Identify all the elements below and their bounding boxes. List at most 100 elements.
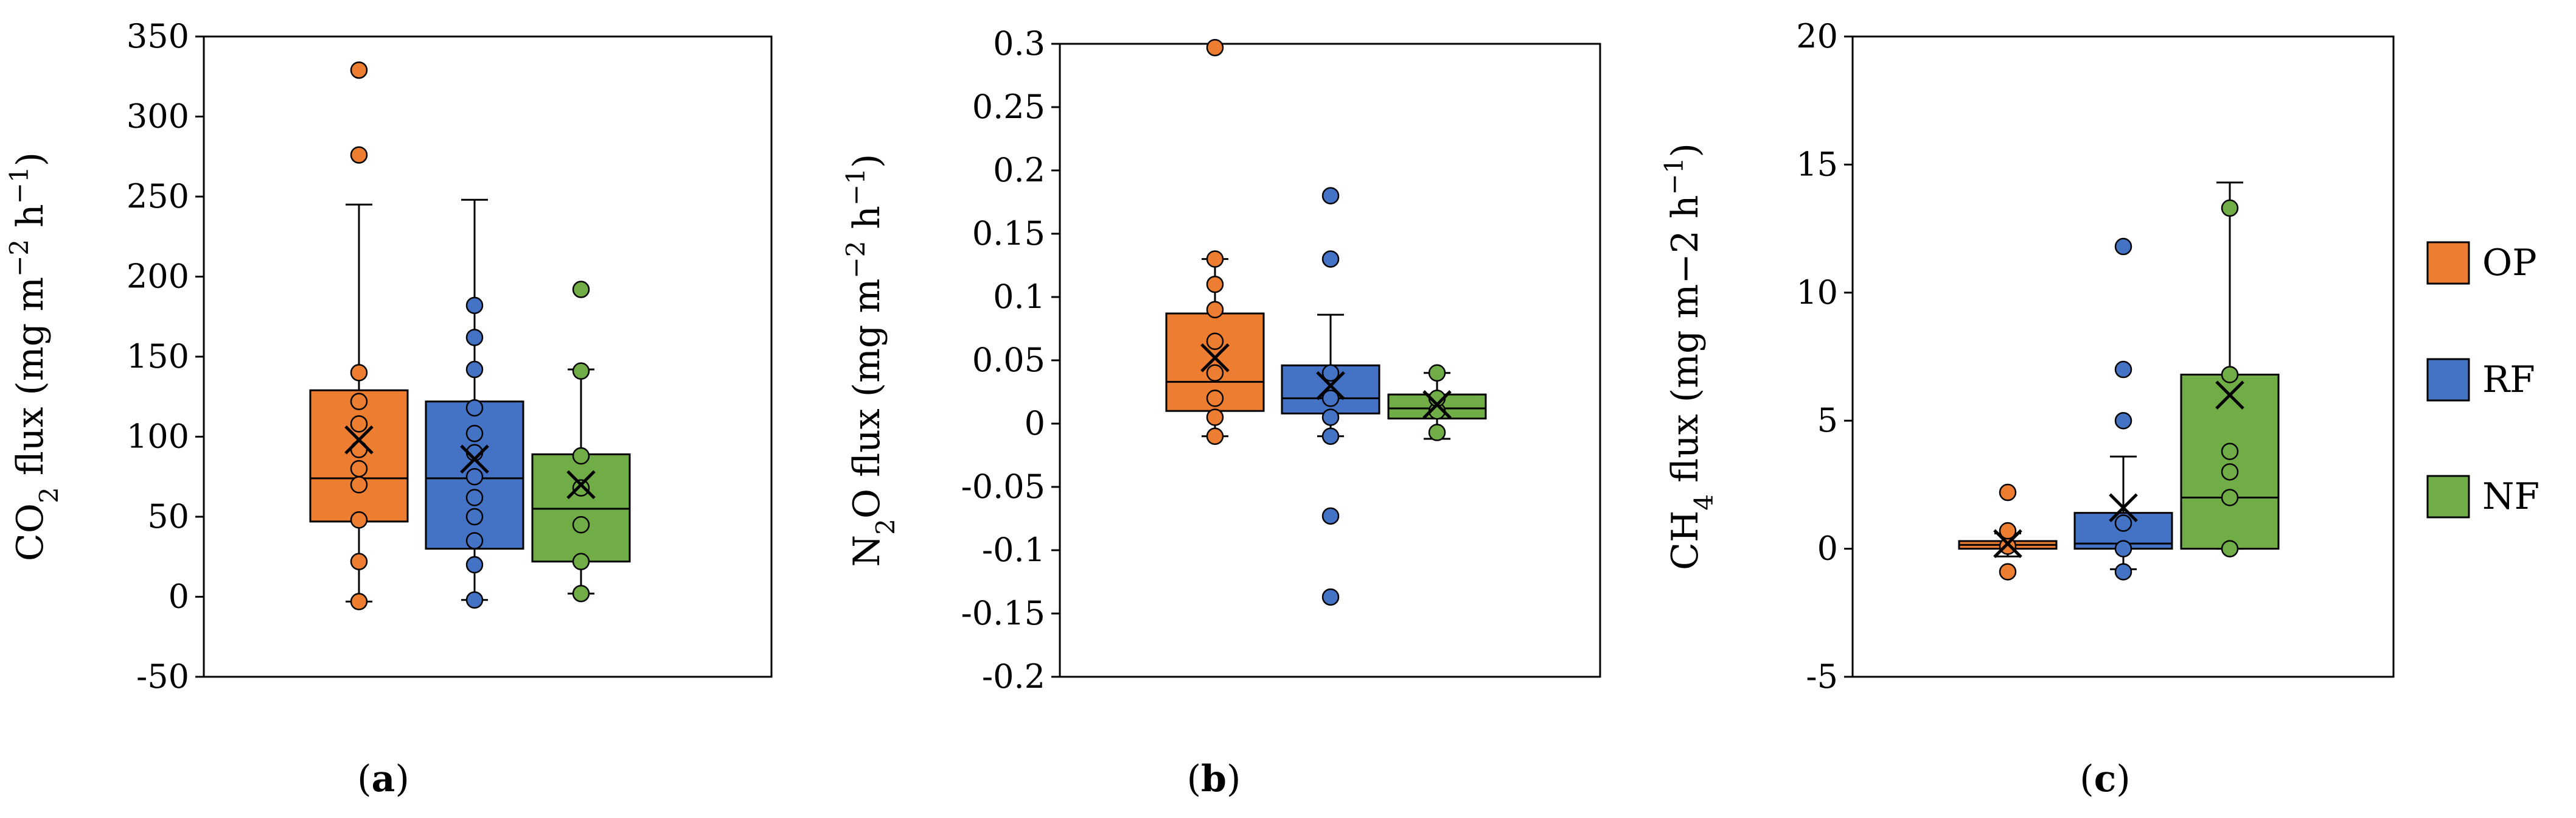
data-point <box>1999 483 2017 502</box>
data-point <box>1206 332 1224 351</box>
mean-marker <box>1200 343 1230 372</box>
data-point <box>465 556 484 574</box>
panel-label-paren: ( <box>357 758 371 800</box>
panel-label-letter: b <box>1201 758 1227 800</box>
data-point <box>2221 199 2239 217</box>
data-point <box>2221 463 2239 481</box>
y-tick-label: -0.05 <box>961 467 1045 506</box>
data-point <box>572 553 590 570</box>
legend-item-rf: RF <box>2426 358 2535 402</box>
axis-label-sup: −1 <box>1659 158 1689 195</box>
data-point <box>572 362 590 380</box>
mean-marker <box>2109 493 2138 523</box>
y-tick-label: 0 <box>169 578 189 616</box>
data-point <box>1999 563 2017 581</box>
box-op <box>1958 483 2058 581</box>
data-point <box>350 460 368 478</box>
data-point <box>465 468 484 486</box>
data-point <box>1321 588 1340 606</box>
data-point <box>1321 187 1340 204</box>
panel-label: (a) <box>357 758 409 800</box>
data-point <box>1999 537 2017 555</box>
y-tick-label: 300 <box>127 97 189 136</box>
y-tick-label: 10 <box>1796 273 1838 312</box>
mean-marker <box>2215 380 2244 410</box>
legend-swatch <box>2426 475 2470 519</box>
box-nf <box>2180 181 2280 558</box>
data-point <box>1428 364 1446 382</box>
plot-frame <box>203 35 773 678</box>
y-tick-label: 0.3 <box>993 24 1045 63</box>
legend-label: RF <box>2482 358 2535 401</box>
data-point <box>1206 390 1224 407</box>
data-point <box>2221 442 2239 460</box>
y-tick-label: -0.2 <box>982 657 1045 696</box>
panel-label-paren: ( <box>2080 758 2094 800</box>
box-op <box>1165 38 1265 446</box>
data-point <box>1206 427 1224 446</box>
y-tick-label: -5 <box>1806 657 1838 696</box>
y-tick-label: 50 <box>147 497 189 536</box>
mean-marker <box>1993 529 2022 558</box>
data-point <box>465 489 484 506</box>
data-point <box>1206 408 1224 426</box>
data-point <box>350 146 368 164</box>
mean-marker <box>460 444 489 474</box>
axis-label-part: h <box>846 206 888 241</box>
y-tick-label: 20 <box>1796 17 1838 55</box>
data-point <box>350 593 368 610</box>
axis-label-part: CO <box>9 503 52 561</box>
y-tick-label: 250 <box>127 177 189 215</box>
data-point <box>1206 275 1224 293</box>
legend-swatch <box>2426 241 2470 285</box>
data-point <box>350 415 368 433</box>
data-point <box>1206 38 1224 57</box>
y-tick-label: 0 <box>1025 404 1045 442</box>
data-point <box>465 329 484 346</box>
panel-b: -0.2 -0.15 -0.1 -0.05 0 0.05 0.1 0.15 0.2 0.25 0.3… <box>841 24 1601 800</box>
data-point <box>2114 540 2132 558</box>
data-point <box>465 591 484 609</box>
data-point <box>572 479 590 497</box>
data-point <box>2114 360 2132 379</box>
data-point <box>1206 301 1224 319</box>
data-point <box>1321 507 1340 525</box>
axis-label-part: O flux (mg m <box>846 279 888 519</box>
data-point <box>350 553 368 570</box>
data-point <box>350 61 368 79</box>
panel-a: -50 0 50 100 150 200 250 300 350 CO2 flux (mg m−2… <box>4 17 773 800</box>
y-tick-label: 350 <box>127 17 189 55</box>
data-point <box>1321 390 1340 407</box>
panel-label-letter: a <box>372 758 395 800</box>
data-point <box>465 399 484 417</box>
panel-label-paren: ) <box>1227 758 1241 800</box>
data-point <box>572 281 590 298</box>
axis-label-sup: −1 <box>4 166 34 204</box>
legend-label: NF <box>2482 475 2539 518</box>
box-rf <box>1281 187 1380 606</box>
y-tick-label: 0.2 <box>993 151 1045 189</box>
data-point <box>465 296 484 315</box>
data-point <box>350 476 368 494</box>
axis-label-sub: 4 <box>1689 494 1719 511</box>
axis-label-sup: −1 <box>841 168 871 206</box>
y-tick-label: 5 <box>1817 401 1838 439</box>
box-iqr <box>2180 373 2280 550</box>
y-tick-label: -0.15 <box>961 594 1045 632</box>
y-tick-label: -50 <box>136 657 189 696</box>
panel-label-paren: ( <box>1187 758 1201 800</box>
data-point <box>2114 563 2132 581</box>
axis-label-sub: 2 <box>871 519 900 535</box>
panel-label: (b) <box>1187 758 1241 800</box>
axis-label-part: CH <box>1664 511 1707 570</box>
y-tick-label: 0.1 <box>993 278 1045 316</box>
box-op <box>309 61 409 610</box>
axis-label-part: flux (mg m <box>9 277 52 487</box>
legend-label: OP <box>2482 242 2537 284</box>
mean-marker <box>566 470 596 500</box>
y-tick-label: 0 <box>1817 530 1838 568</box>
data-point <box>2221 540 2239 558</box>
mean-marker <box>1316 371 1345 400</box>
data-point <box>1321 250 1340 268</box>
